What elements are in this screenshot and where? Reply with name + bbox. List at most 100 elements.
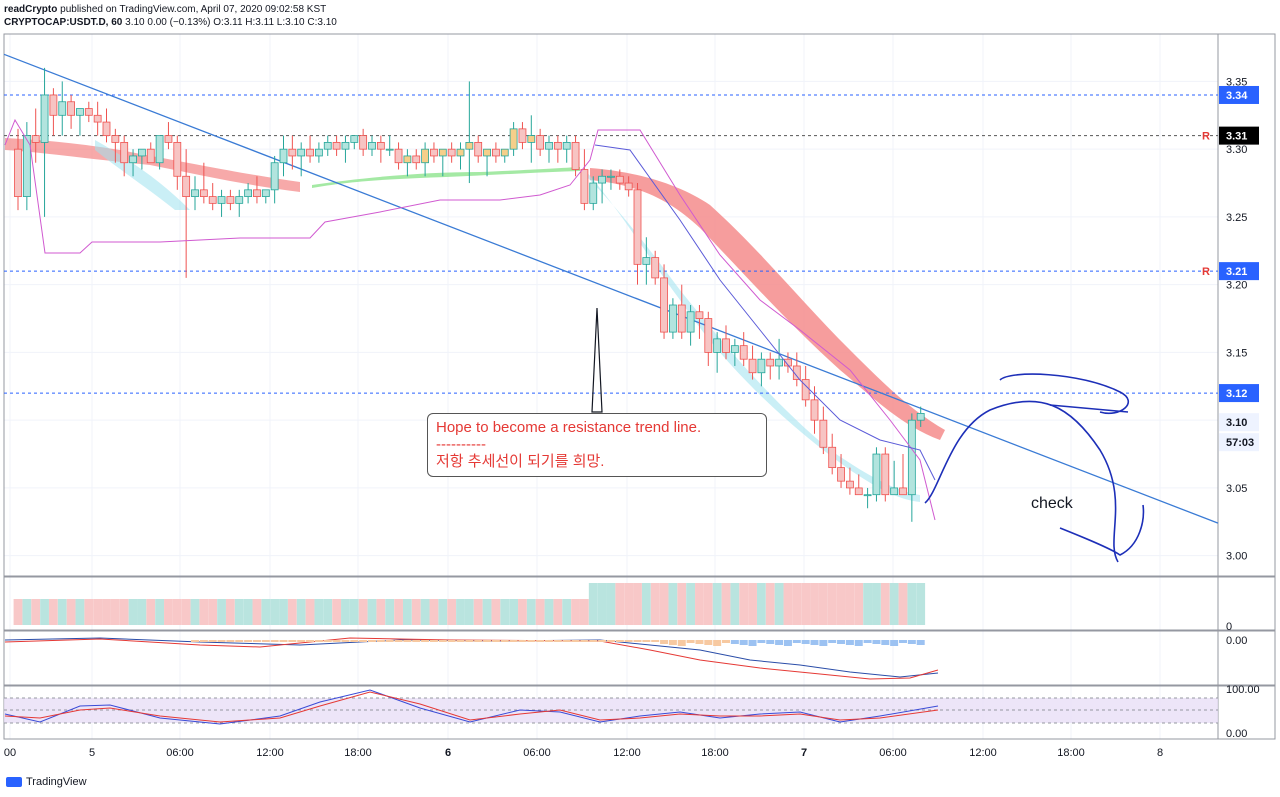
macd-hist-bar: [775, 640, 784, 645]
volume-bar: [801, 583, 811, 625]
candle-body: [899, 487, 907, 496]
brand-label: TradingView: [26, 776, 87, 788]
volume-bar: [181, 599, 191, 625]
candle: [288, 135, 297, 170]
macd-hist-bar: [314, 640, 323, 642]
candle: [430, 142, 438, 163]
macd-hist-bar: [845, 640, 854, 645]
candle: [199, 162, 208, 204]
macd-hist-bar: [235, 640, 244, 642]
candle: [651, 250, 660, 285]
candle: [907, 413, 916, 522]
macd-hist-bar: [872, 640, 881, 644]
candle-body: [368, 141, 376, 150]
volume-bar: [588, 583, 598, 625]
annotation-callout[interactable]: Hope to become a resistance trend line. …: [427, 413, 767, 477]
candle-body: [306, 148, 314, 157]
price-axis[interactable]: 3.00 3.05 3.10 3.15 3.20 3.25 3.30 3.35 3.34 3.31…: [1202, 76, 1260, 740]
candle: [279, 135, 288, 177]
candle: [881, 447, 890, 502]
volume-bar: [447, 599, 457, 625]
hand-scribble-1: [924, 400, 1119, 563]
stoch-pane: [4, 689, 1218, 725]
macd-hist-bar: [199, 640, 208, 642]
symbol-line[interactable]: CRYPTOCAP:USDT.D, 60: [4, 17, 123, 28]
annotation-line-en: Hope to become a resistance trend line.: [436, 419, 702, 436]
candle-body: [660, 277, 668, 333]
candle-body: [182, 175, 191, 197]
candle-body: [93, 114, 102, 123]
candle: [67, 94, 75, 129]
blue-indicator-line: [594, 144, 936, 481]
candle: [31, 108, 40, 163]
volume-bar: [13, 599, 23, 625]
macd-hist-bar: [899, 640, 907, 643]
volume-bar: [606, 583, 616, 625]
volume-bar: [544, 599, 554, 625]
time-tick-label: 18:00: [344, 747, 372, 759]
candle: [677, 284, 686, 339]
candle-body: [686, 311, 695, 333]
candles[interactable]: [14, 67, 925, 522]
time-axis[interactable]: 00 5 06:00 12:00 18:00 6 06:00 12:00 18:00 7 06:00…: [4, 747, 1163, 759]
candle: [421, 142, 430, 177]
macd-hist-bar: [394, 640, 403, 642]
volume-bar: [562, 599, 572, 625]
volume-bar: [597, 583, 607, 625]
macd-hist-bar: [350, 640, 359, 642]
candle: [686, 305, 695, 346]
annotation-line-ko: 저항 추세선이 되기를 희망.: [436, 453, 605, 470]
candle: [775, 338, 783, 380]
candle-body: [350, 135, 359, 143]
candle-body: [173, 141, 182, 177]
macd-hist-bar: [598, 640, 607, 642]
macd-hist-bar: [553, 640, 562, 642]
candle-body: [199, 189, 208, 197]
candle-body: [146, 148, 155, 164]
candle: [217, 189, 226, 217]
candle: [164, 122, 173, 150]
macd-hist-bar: [801, 640, 810, 644]
volume-bar: [420, 599, 430, 625]
candle-body: [545, 141, 553, 150]
price-label-text: 57:03: [1226, 437, 1254, 449]
volume-bar: [872, 583, 881, 625]
volume-bar: [172, 599, 182, 625]
macd-hist-bar: [491, 640, 500, 642]
volume-bar: [518, 599, 527, 625]
candle-body: [359, 135, 368, 150]
price-tick-label: 3.25: [1226, 212, 1247, 224]
price-tick-label: 3.20: [1226, 280, 1247, 292]
candle-body: [713, 338, 722, 353]
horizontal-levels: [3, 53, 1219, 524]
candle-body: [465, 141, 474, 150]
macd-hist-bar: [465, 640, 474, 642]
price-label-text: 3.34: [1226, 90, 1248, 102]
tradingview-logo[interactable]: TradingView: [6, 776, 87, 788]
volume-bar: [146, 599, 156, 625]
macd-hist-bar: [261, 640, 270, 642]
macd-hist-bar: [385, 640, 394, 642]
candle: [235, 189, 244, 217]
candle-body: [748, 358, 757, 374]
macd-hist-bar: [677, 640, 686, 646]
macd-hist-bar: [606, 640, 615, 642]
macd-hist-bar: [509, 640, 518, 642]
candle: [376, 135, 385, 163]
candle-body: [376, 141, 385, 150]
resistance-marker: R: [1202, 266, 1210, 278]
time-tick-label: 00: [4, 747, 16, 759]
candle-body: [669, 304, 677, 333]
candle-body: [792, 365, 801, 380]
macd-hist-bar: [562, 640, 571, 642]
time-tick-label: 06:00: [523, 747, 551, 759]
candle-body: [580, 169, 589, 204]
candle-body: [589, 182, 598, 204]
candle-body: [775, 358, 783, 367]
candle: [828, 433, 837, 475]
candle: [22, 122, 31, 211]
publisher-name[interactable]: readCrypto: [4, 4, 58, 15]
candle-body: [155, 135, 164, 164]
macd-hist-bar: [766, 640, 775, 644]
